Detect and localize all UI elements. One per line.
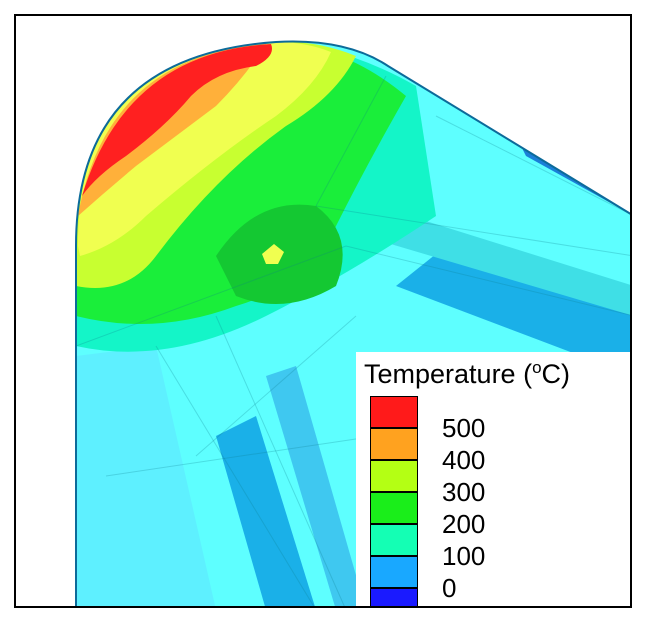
band-orange xyxy=(78,44,266,216)
band-blue-lower xyxy=(216,416,316,606)
legend-tick-200: 200 xyxy=(442,509,486,539)
figure-frame: Temperature (oC) 500 400 300 200 100 0 xyxy=(14,14,632,608)
legend-swatch-3 xyxy=(370,460,418,492)
legend-tick-300: 300 xyxy=(442,477,486,507)
pipe-outline xyxy=(75,40,630,606)
band-blue-lower-2 xyxy=(266,366,366,606)
legend-swatch-5 xyxy=(370,524,418,556)
legend-swatch-7 xyxy=(370,588,418,606)
legend-title: Temperature (oC) xyxy=(364,358,571,389)
legend-swatch-2 xyxy=(370,428,418,460)
legend-tick-400: 400 xyxy=(442,445,486,475)
legend-tick-100: 100 xyxy=(442,541,486,571)
band-red xyxy=(82,44,272,196)
legend-swatch-4 xyxy=(370,492,418,524)
legend-swatch-1 xyxy=(370,396,418,428)
hotspot-center xyxy=(262,244,284,264)
legend-tick-0: 0 xyxy=(442,573,457,603)
band-blue-right xyxy=(396,246,630,376)
band-lightcyan-lower xyxy=(76,346,216,606)
legend-swatch-6 xyxy=(370,556,418,588)
legend-tick-500: 500 xyxy=(442,413,486,443)
temperature-contour-plot xyxy=(75,40,630,606)
legend: Temperature (oC) 500 400 300 200 100 0 xyxy=(356,352,630,606)
mesh-lines xyxy=(76,75,630,606)
